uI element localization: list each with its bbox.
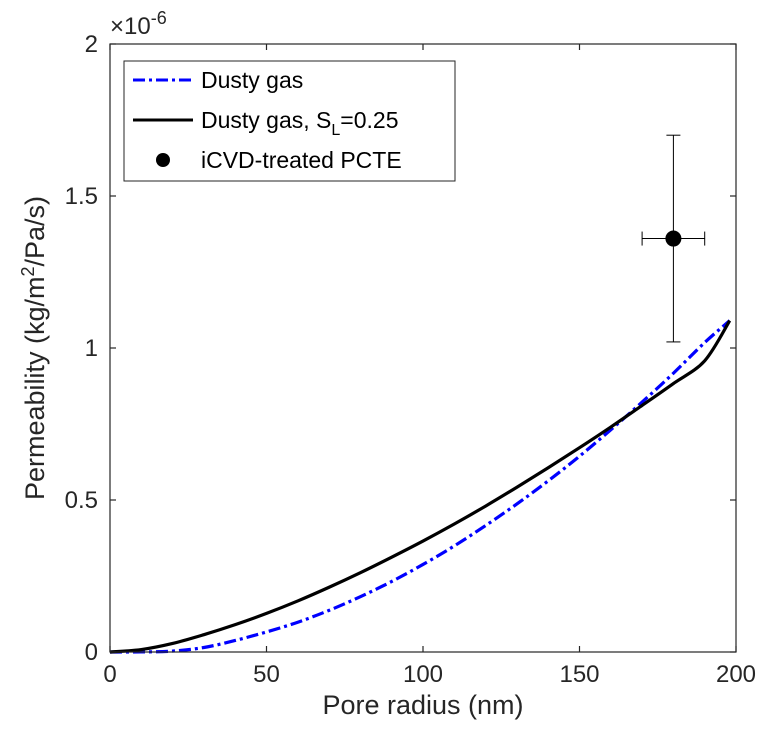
series-line-dusty-gas bbox=[109, 319, 731, 654]
x-tick-label: 200 bbox=[716, 661, 756, 688]
x-tick-label: 150 bbox=[559, 661, 599, 688]
y-axis-label: Permeability (kg/m2/Pa/s) bbox=[18, 196, 50, 500]
y-tick-label: 0 bbox=[85, 639, 98, 666]
legend-marker-icvd bbox=[156, 153, 170, 167]
legend-label-dusty-gas: Dusty gas bbox=[201, 67, 303, 93]
x-tick-label: 50 bbox=[253, 661, 280, 688]
data-point-icvd bbox=[665, 230, 682, 247]
exponent-label: ×10-6 bbox=[110, 8, 167, 40]
legend-label-dusty-gas-sl: Dusty gas, SL=0.25 bbox=[201, 107, 399, 139]
y-tick-label: 1 bbox=[85, 335, 98, 362]
error-bars bbox=[641, 134, 706, 343]
y-tick-label: 0.5 bbox=[65, 487, 98, 514]
x-axis-label: Pore radius (nm) bbox=[322, 690, 523, 720]
series-line-dusty-gas-sl bbox=[109, 319, 732, 654]
legend: Dusty gas Dusty gas, SL=0.25 iCVD-treate… bbox=[123, 60, 456, 182]
y-axis-ticks: 0 0.5 1 1.5 2 bbox=[65, 31, 736, 666]
x-tick-label: 0 bbox=[103, 661, 116, 688]
y-tick-label: 1.5 bbox=[65, 183, 98, 210]
y-tick-label: 2 bbox=[85, 31, 98, 58]
x-tick-label: 100 bbox=[403, 661, 443, 688]
plot-lines bbox=[109, 319, 732, 654]
legend-label-icvd: iCVD-treated PCTE bbox=[201, 147, 402, 173]
x-axis-ticks: 0 50 100 150 200 bbox=[103, 44, 756, 688]
